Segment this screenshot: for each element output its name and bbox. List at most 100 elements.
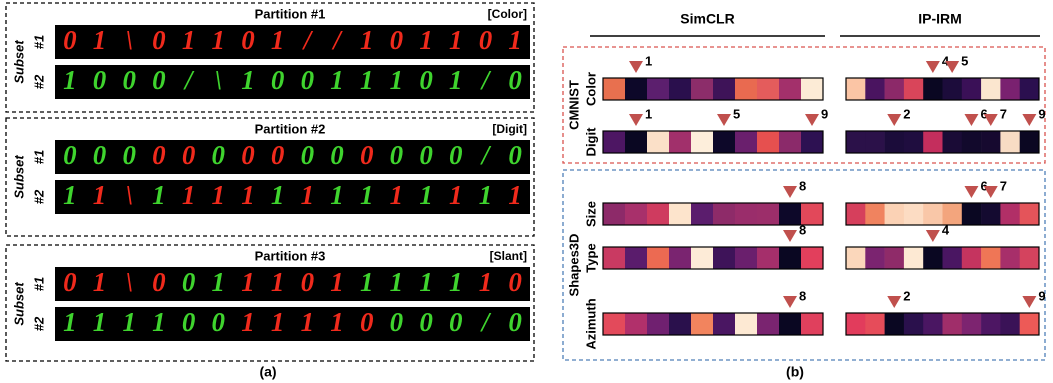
heat-cell bbox=[647, 78, 669, 100]
heat-cell bbox=[885, 313, 905, 335]
heat-cell bbox=[1020, 78, 1040, 100]
heat-cell bbox=[669, 78, 691, 100]
digit: 0 bbox=[449, 307, 463, 337]
digit: \ bbox=[125, 180, 133, 210]
digit: 1 bbox=[241, 180, 255, 210]
subset-index: #1 bbox=[31, 277, 46, 291]
heat-cell bbox=[603, 313, 625, 335]
digit: 0 bbox=[152, 140, 166, 170]
heat-cell bbox=[691, 247, 713, 269]
digit: 0 bbox=[63, 140, 77, 170]
digit: 0 bbox=[390, 25, 404, 55]
digit: 0 bbox=[182, 267, 196, 297]
marker-label: 5 bbox=[733, 106, 740, 121]
marker bbox=[805, 114, 819, 126]
factor-label: Azimuth bbox=[583, 298, 598, 349]
digit: 1 bbox=[241, 65, 255, 95]
marker-label: 9 bbox=[1038, 106, 1045, 121]
heat-cell bbox=[865, 203, 885, 225]
group-label: CMNIST bbox=[566, 80, 581, 130]
heat-cell bbox=[625, 313, 647, 335]
marker-label: 1 bbox=[645, 53, 652, 68]
digit: 1 bbox=[360, 180, 374, 210]
digit: 0 bbox=[271, 140, 285, 170]
digit: 0 bbox=[301, 65, 315, 95]
heat-cell bbox=[603, 78, 625, 100]
heat-cell bbox=[1000, 313, 1020, 335]
heat-cell bbox=[779, 313, 801, 335]
digit: 1 bbox=[479, 267, 493, 297]
digit: 1 bbox=[212, 25, 226, 55]
heat-cell bbox=[923, 247, 943, 269]
heat-cell bbox=[981, 313, 1001, 335]
marker bbox=[887, 114, 901, 126]
heat-cell bbox=[962, 313, 982, 335]
heat-cell bbox=[1000, 203, 1020, 225]
marker bbox=[783, 296, 797, 308]
heat-cell bbox=[713, 203, 735, 225]
marker bbox=[717, 114, 731, 126]
digit: 0 bbox=[508, 140, 522, 170]
heat-cell bbox=[846, 78, 866, 100]
digit: 1 bbox=[63, 307, 77, 337]
marker bbox=[1022, 296, 1036, 308]
digit: 1 bbox=[360, 267, 374, 297]
heat-cell bbox=[981, 131, 1001, 153]
heat-cell bbox=[962, 203, 982, 225]
digit: 0 bbox=[152, 267, 166, 297]
marker-label: 5 bbox=[961, 53, 968, 68]
digit: 0 bbox=[63, 25, 77, 55]
heat-cell bbox=[691, 131, 713, 153]
heat-cell bbox=[713, 247, 735, 269]
marker-label: 7 bbox=[1000, 106, 1007, 121]
heat-cell bbox=[904, 313, 924, 335]
factor-label: Size bbox=[583, 201, 598, 227]
marker bbox=[926, 230, 940, 242]
digit: 1 bbox=[93, 267, 107, 297]
digit: 1 bbox=[330, 307, 344, 337]
digit: 0 bbox=[508, 65, 522, 95]
method-header: SimCLR bbox=[680, 11, 734, 27]
heat-cell bbox=[801, 247, 823, 269]
digit: 0 bbox=[419, 307, 433, 337]
digit: 1 bbox=[449, 267, 463, 297]
digit: 0 bbox=[301, 267, 315, 297]
digit: 1 bbox=[390, 180, 404, 210]
heat-cell bbox=[846, 313, 866, 335]
heat-cell bbox=[846, 247, 866, 269]
heat-cell bbox=[885, 131, 905, 153]
heat-cell bbox=[1000, 247, 1020, 269]
partition-title: Partition #1 bbox=[255, 6, 326, 21]
marker-label: 9 bbox=[1038, 288, 1045, 303]
heat-cell bbox=[1000, 131, 1020, 153]
subset-label: Subset bbox=[11, 155, 26, 199]
heat-cell bbox=[923, 203, 943, 225]
digit: 1 bbox=[241, 307, 255, 337]
marker-label: 8 bbox=[799, 222, 806, 237]
digit: 1 bbox=[271, 180, 285, 210]
digit: 0 bbox=[93, 65, 107, 95]
digit: 1 bbox=[152, 180, 166, 210]
digit: 1 bbox=[479, 180, 493, 210]
digit: 0 bbox=[360, 307, 374, 337]
heat-cell bbox=[1020, 203, 1040, 225]
heat-cell bbox=[713, 78, 735, 100]
heat-cell bbox=[1020, 131, 1040, 153]
digit: \ bbox=[125, 267, 133, 297]
heat-cell bbox=[962, 78, 982, 100]
digit: 0 bbox=[449, 140, 463, 170]
heat-cell bbox=[691, 313, 713, 335]
heat-cell bbox=[625, 131, 647, 153]
heat-cell bbox=[981, 78, 1001, 100]
partition-tag: [Color] bbox=[488, 7, 527, 21]
caption-b: (b) bbox=[786, 364, 804, 380]
heat-cell bbox=[625, 247, 647, 269]
digit: 1 bbox=[182, 180, 196, 210]
heat-cell bbox=[981, 247, 1001, 269]
figure: (a) (b) Partition #1[Color]Subset#101\01… bbox=[0, 0, 1053, 383]
digit: 1 bbox=[330, 65, 344, 95]
digit: 0 bbox=[182, 140, 196, 170]
digit: 1 bbox=[301, 180, 315, 210]
digit: 1 bbox=[182, 25, 196, 55]
digit: 0 bbox=[419, 140, 433, 170]
